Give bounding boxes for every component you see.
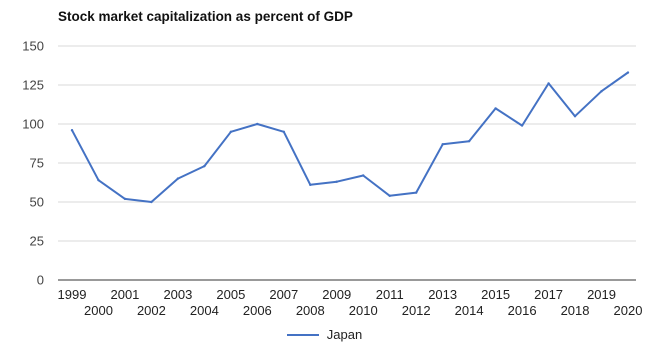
x-tick-label: 2003 (163, 287, 192, 302)
legend-swatch-japan (286, 333, 319, 336)
x-tick-label: 2019 (587, 287, 616, 302)
x-tick-label: 2000 (84, 303, 113, 318)
x-tick-label: 2006 (243, 303, 272, 318)
data-point (414, 191, 418, 194)
x-tick-label: 2008 (296, 303, 325, 318)
y-tick-label: 100 (22, 117, 44, 132)
data-point (282, 130, 286, 133)
data-point (362, 174, 365, 177)
x-tick-label: 2020 (614, 303, 643, 318)
x-tick-label: 1999 (58, 287, 87, 302)
chart-title: Stock market capitalization as percent o… (58, 9, 353, 24)
y-tick-label: 25 (30, 234, 44, 249)
series-layer (70, 71, 630, 204)
data-point (600, 90, 603, 93)
data-point (203, 164, 206, 168)
data-point (626, 71, 630, 74)
data-point (467, 139, 471, 143)
data-point (494, 107, 497, 110)
data-point (441, 143, 444, 146)
data-point (97, 178, 100, 182)
x-tick-label: 2018 (561, 303, 590, 318)
y-tick-label: 50 (30, 195, 44, 210)
x-tick-label: 2007 (269, 287, 298, 302)
x-tick-label: 2014 (455, 303, 484, 318)
y-axis-ticks: 0 25 50 75 100 125 150 (22, 39, 44, 288)
data-point (176, 177, 180, 180)
x-tick-label: 2002 (137, 303, 166, 318)
x-tick-label: 2013 (428, 287, 457, 302)
y-tick-label: 125 (22, 78, 44, 93)
y-tick-label: 75 (30, 156, 44, 171)
y-tick-label: 0 (37, 273, 44, 288)
data-point (547, 82, 550, 85)
data-point (256, 122, 259, 126)
x-tick-label: 2015 (481, 287, 510, 302)
data-point (573, 115, 577, 118)
legend-label-japan: Japan (326, 327, 363, 342)
gridlines (58, 45, 636, 281)
x-tick-label: 2012 (402, 303, 431, 318)
data-point (388, 194, 391, 197)
x-tick-label: 2005 (216, 287, 245, 302)
x-tick-label: 2016 (508, 303, 537, 318)
x-axis-ticks: 1999200020012002200320042005200620072008… (58, 287, 643, 318)
data-point (229, 130, 233, 133)
y-tick-label: 150 (22, 39, 44, 54)
data-point (123, 197, 127, 201)
data-point (520, 124, 524, 127)
x-tick-label: 2009 (322, 287, 351, 302)
x-tick-label: 2017 (534, 287, 563, 302)
x-tick-label: 2001 (110, 287, 139, 302)
data-point (309, 183, 312, 187)
data-point (150, 200, 153, 204)
legend: Japan (0, 326, 649, 342)
x-tick-label: 2004 (190, 303, 219, 318)
data-point (70, 129, 74, 132)
series-line-japan (71, 71, 629, 203)
x-tick-label: 2011 (376, 287, 404, 302)
data-point (335, 180, 338, 183)
x-tick-label: 2010 (349, 303, 378, 318)
